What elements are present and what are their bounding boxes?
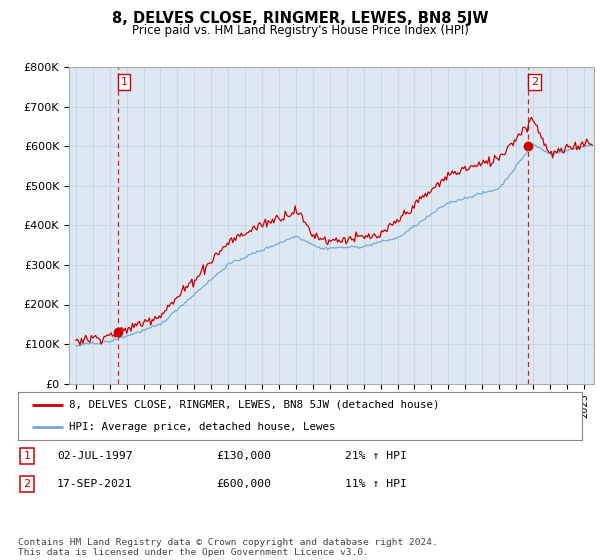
Text: HPI: Average price, detached house, Lewes: HPI: Average price, detached house, Lewe…: [69, 422, 335, 432]
Text: £600,000: £600,000: [216, 479, 271, 489]
Text: 8, DELVES CLOSE, RINGMER, LEWES, BN8 5JW: 8, DELVES CLOSE, RINGMER, LEWES, BN8 5JW: [112, 11, 488, 26]
Text: 11% ↑ HPI: 11% ↑ HPI: [345, 479, 407, 489]
Text: 02-JUL-1997: 02-JUL-1997: [57, 451, 133, 461]
Text: Contains HM Land Registry data © Crown copyright and database right 2024.
This d: Contains HM Land Registry data © Crown c…: [18, 538, 438, 557]
Text: 1: 1: [23, 451, 31, 461]
Text: 2: 2: [23, 479, 31, 489]
Text: 2: 2: [531, 77, 538, 87]
Text: 21% ↑ HPI: 21% ↑ HPI: [345, 451, 407, 461]
Text: 1: 1: [121, 77, 128, 87]
Text: 8, DELVES CLOSE, RINGMER, LEWES, BN8 5JW (detached house): 8, DELVES CLOSE, RINGMER, LEWES, BN8 5JW…: [69, 400, 439, 410]
Text: 17-SEP-2021: 17-SEP-2021: [57, 479, 133, 489]
Text: £130,000: £130,000: [216, 451, 271, 461]
Text: Price paid vs. HM Land Registry's House Price Index (HPI): Price paid vs. HM Land Registry's House …: [131, 24, 469, 36]
